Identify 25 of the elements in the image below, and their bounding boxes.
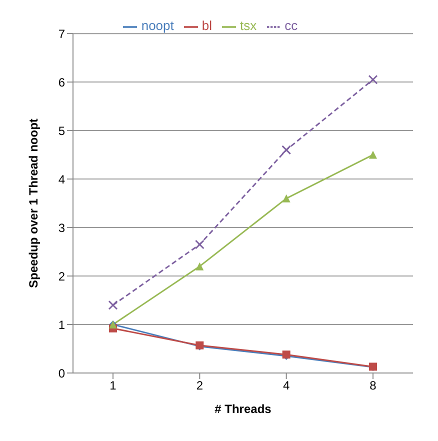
legend-label: tsx [240, 18, 257, 33]
legend-label: bl [202, 18, 212, 33]
x-tick-label: 2 [196, 378, 204, 393]
y-tick-label: 3 [58, 220, 66, 235]
x-axis-title: # Threads [214, 402, 272, 416]
point [369, 150, 377, 159]
point [194, 240, 204, 250]
legend-label: noopt [141, 18, 174, 33]
legend-label: cc [284, 18, 298, 33]
point [196, 262, 204, 270]
point [282, 194, 290, 202]
y-tick-label: 7 [58, 26, 66, 41]
x-tick-label: 4 [282, 378, 290, 393]
y-tick-label: 6 [58, 75, 66, 90]
point [282, 145, 292, 155]
y-tick-label: 2 [58, 269, 66, 284]
point [368, 74, 378, 84]
y-tick-label: 5 [58, 124, 66, 138]
point [108, 300, 118, 310]
y-tick-label: 4 [58, 172, 66, 186]
x-tick-label: 1 [110, 378, 117, 393]
y-tick-label: 1 [58, 318, 66, 332]
y-tick-label: 0 [58, 366, 66, 380]
x-tick-label: 8 [370, 378, 377, 393]
y-axis-title: Speedup over 1 Thread noopt [26, 118, 40, 288]
